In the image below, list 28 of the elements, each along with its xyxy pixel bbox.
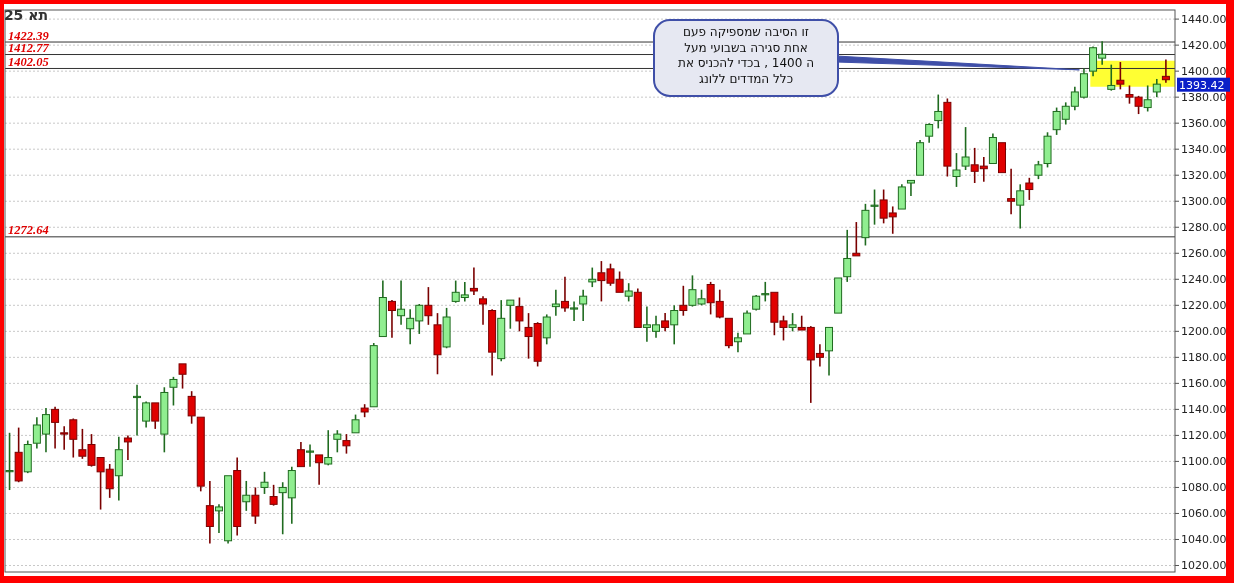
y-tick-label: 1320.00 — [1181, 169, 1227, 183]
ref-line-label: 1422.39 — [8, 28, 50, 43]
y-tick-label: 1180.00 — [1181, 351, 1227, 365]
y-tick-label: 1060.00 — [1181, 507, 1227, 521]
ref-line-label: 1412.77 — [8, 41, 50, 56]
y-tick-label: 1400.00 — [1181, 65, 1227, 79]
y-tick-label: 1440.00 — [1181, 13, 1227, 27]
y-tick-label: 1340.00 — [1181, 143, 1227, 157]
y-tick-label: 1100.00 — [1181, 455, 1227, 469]
y-tick-label: 1220.00 — [1181, 299, 1227, 313]
y-tick-label: 1200.00 — [1181, 325, 1227, 339]
y-tick-label: 1240.00 — [1181, 273, 1227, 287]
y-tick-label: 1020.00 — [1181, 559, 1227, 573]
y-tick-label: 1080.00 — [1181, 481, 1227, 495]
y-tick-label: 1300.00 — [1181, 195, 1227, 209]
y-tick-label: 1360.00 — [1181, 117, 1227, 131]
y-tick-label: 1280.00 — [1181, 221, 1227, 235]
y-tick-label: 1140.00 — [1181, 403, 1227, 417]
y-tick-label: 1380.00 — [1181, 91, 1227, 105]
y-tick-label: 1260.00 — [1181, 247, 1227, 261]
text: 1393.42 — [1179, 79, 1225, 93]
chart-title: תא 25 — [3, 7, 48, 23]
ref-line-label: 1272.64 — [8, 223, 49, 238]
ref-line-label: 1402.05 — [8, 54, 49, 69]
y-tick-label: 1120.00 — [1181, 429, 1227, 443]
y-tick-label: 1160.00 — [1181, 377, 1227, 391]
y-tick-label: 1420.00 — [1181, 39, 1227, 53]
y-tick-label: 1040.00 — [1181, 533, 1227, 547]
